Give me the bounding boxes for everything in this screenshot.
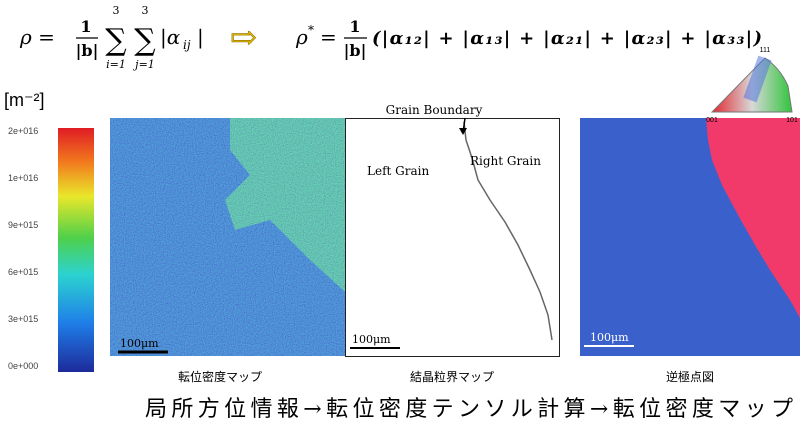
formula-text: |α (160, 25, 181, 50)
formula-text: |b| (344, 41, 367, 60)
map-noise (110, 118, 354, 356)
formula-text: ρ = (19, 25, 55, 49)
formula-left: ρ = 1 |b| 3 3 ∑ ∑ i=1 j=1 |α ij | (19, 4, 204, 71)
ipf-label: 111 (760, 47, 771, 54)
colorbar-label: 2e+016 (8, 126, 38, 136)
unit-label: [m⁻²] (4, 90, 45, 110)
annotation: Left Grain (367, 164, 429, 178)
panel-caption: 結晶粒界マップ (410, 369, 494, 384)
annotation: Grain Boundary (386, 103, 483, 117)
formula-text: * (308, 23, 314, 37)
ipf-label: 001 (706, 117, 718, 124)
formula-text: |b| (76, 41, 99, 60)
formula-text: ∑ (134, 23, 156, 58)
scale-bar-label: 100μm (352, 333, 391, 346)
colorbar-labels: 2e+016 1e+016 9e+015 6e+015 3e+015 0e+00… (8, 126, 38, 371)
formula-text: (|α₁₂| + |α₁₃| + |α₂₁| + |α₂₃| + |α₃₃|) (372, 28, 762, 49)
scale-bar-label: 100μm (590, 331, 629, 344)
formula-text: | (197, 25, 204, 50)
formula-text: 3 (142, 4, 149, 17)
scale-bar-label: 100μm (120, 337, 159, 350)
annotation: Right Grain (470, 154, 541, 168)
colorbar-label: 3e+015 (8, 314, 38, 324)
dislocation-map (110, 118, 354, 356)
figure: ρ = 1 |b| 3 3 ∑ ∑ i=1 j=1 |α ij | ⇨ ρ * … (0, 0, 803, 427)
formula-text: 1 (80, 17, 91, 36)
formula-text: ij (183, 38, 191, 52)
formula-text: 1 (349, 17, 360, 36)
formula-text: i=1 (106, 58, 126, 71)
arrow: ⇨ (230, 18, 257, 56)
formula-right: ρ * = 1 |b| (|α₁₂| + |α₁₃| + |α₂₁| + |α₂… (295, 17, 762, 60)
colorbar-label: 0e+000 (8, 361, 38, 371)
formula-text: = (320, 25, 337, 49)
ipf-label: 101 (786, 117, 798, 124)
footer: 局所方位情報→転位密度テンソル計算→転位密度マップ (145, 397, 793, 422)
formula-text: 3 (113, 4, 120, 17)
panel-caption: 転位密度マップ (178, 369, 262, 384)
formula-text: j=1 (132, 58, 155, 71)
panel-caption: 逆極点図 (666, 369, 714, 384)
colorbar (58, 128, 94, 372)
colorbar-label: 9e+015 (8, 220, 38, 230)
formula-text: ρ (295, 25, 308, 49)
formula-text: ∑ (105, 23, 127, 58)
colorbar-label: 1e+016 (8, 173, 38, 183)
colorbar-label: 6e+015 (8, 267, 38, 277)
